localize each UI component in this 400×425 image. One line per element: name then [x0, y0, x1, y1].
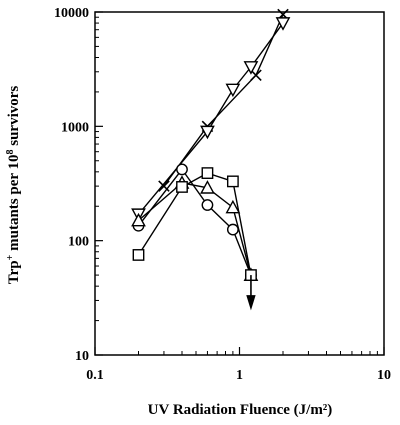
y-tick-label: 10000 — [54, 6, 89, 21]
data-point-x — [158, 180, 170, 192]
x-tick-label: 10 — [377, 368, 391, 383]
data-point-square — [176, 181, 188, 193]
y-axis-title-mid: mutants per 10 — [6, 154, 22, 254]
y-axis-title-sup2: 8 — [5, 149, 16, 154]
series-line-inverted-triangle — [137, 22, 284, 215]
data-point-circle — [201, 199, 214, 211]
data-point-square — [226, 175, 239, 188]
y-axis-title-sup: + — [5, 254, 16, 260]
data-point-inverted-triangle — [243, 61, 259, 75]
data-point-square — [132, 249, 145, 261]
data-point-circle — [176, 163, 188, 176]
plot-frame — [94, 11, 385, 356]
data-point-inverted-triangle — [200, 125, 215, 140]
marks-layer — [94, 8, 385, 356]
data-point-inverted-triangle — [225, 83, 241, 98]
y-tick-label: 10 — [75, 349, 89, 364]
x-axis-title: UV Radiation Fluence (J/m²) — [148, 402, 333, 418]
arrow-head — [246, 295, 256, 311]
data-point-inverted-triangle — [275, 17, 291, 31]
data-point-triangle — [225, 199, 241, 214]
series-line-x — [163, 14, 284, 187]
data-point-circle — [226, 223, 239, 236]
y-axis-title: Trp+ mutants per 108 survivors — [5, 86, 23, 285]
y-axis-title-suffix: survivors — [6, 86, 22, 150]
x-tick-label: 1 — [236, 368, 243, 383]
data-point-triangle — [200, 180, 215, 194]
y-tick-label: 100 — [68, 235, 89, 250]
data-point-triangle — [131, 212, 146, 227]
y-axis-title-prefix: Trp — [6, 260, 22, 284]
ticks-layer: 0.1 1 10 10 100 1000 10000 — [54, 6, 391, 383]
x-tick-label: 0.1 — [86, 368, 104, 383]
y-tick-label: 1000 — [61, 120, 89, 135]
data-point-square — [201, 167, 214, 179]
